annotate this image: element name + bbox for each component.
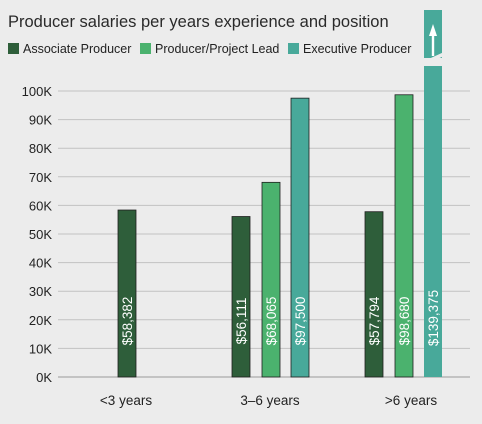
bar	[290, 97, 310, 378]
bar	[117, 209, 137, 378]
legend-label: Executive Producer	[303, 42, 411, 56]
y-tick-label: 70K	[29, 170, 52, 185]
chart-title: Producer salaries per years experience a…	[8, 13, 389, 31]
bar	[424, 66, 442, 377]
bar-value-label: $139,375	[426, 290, 441, 346]
y-tick-label: 40K	[29, 256, 52, 271]
legend: Associate Producer Producer/Project Lead E…	[8, 42, 411, 56]
bar-value-label: $98,680	[397, 297, 412, 346]
y-tick-label: 90K	[29, 113, 52, 128]
bar	[231, 216, 251, 378]
y-tick-label: 60K	[29, 198, 52, 213]
x-axis: <3 years 3–6 years >6 years	[100, 393, 437, 408]
legend-swatch	[140, 43, 151, 54]
legend-label: Producer/Project Lead	[155, 42, 279, 56]
bar	[364, 211, 384, 378]
axis-break-mark	[422, 52, 444, 66]
legend-swatch	[8, 43, 19, 54]
bar	[261, 181, 281, 378]
y-tick-label: 100K	[22, 84, 53, 99]
overflow-arrow-shaft	[431, 34, 435, 56]
x-category-label: >6 years	[385, 393, 437, 408]
bar-value-label: $68,065	[264, 297, 279, 346]
bar-value-label: $56,111	[234, 298, 249, 345]
y-tick-label: 20K	[29, 313, 52, 328]
x-category-label: 3–6 years	[240, 393, 300, 408]
y-tick-label: 0K	[36, 370, 52, 385]
y-tick-label: 80K	[29, 141, 52, 156]
bar-value-label: $97,500	[293, 297, 308, 346]
y-axis: 0K 10K 20K 30K 40K 50K 60K 70K 80K 90K 100K	[22, 84, 53, 385]
y-tick-label: 30K	[29, 284, 52, 299]
y-tick-label: 50K	[29, 227, 52, 242]
legend-label: Associate Producer	[23, 42, 131, 56]
y-tick-label: 10K	[29, 341, 52, 356]
bars: $58,382 $56,111 $57,794 $68,065 $98,680 $97,5…	[117, 10, 444, 378]
legend-swatch	[288, 43, 299, 54]
bar	[394, 94, 414, 378]
bar-value-label: $57,794	[367, 296, 382, 345]
overflow-arrow-icon	[429, 24, 437, 36]
bar-value-label: $58,382	[120, 297, 135, 346]
x-category-label: <3 years	[100, 393, 152, 408]
